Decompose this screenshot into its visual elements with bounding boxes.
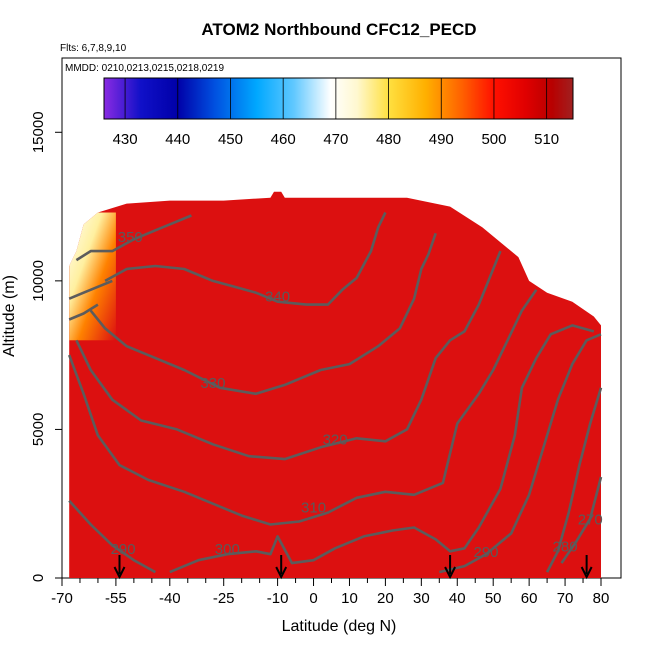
colorbar-tick-label: 440 [165,131,190,148]
x-tick-label: -55 [105,590,127,607]
x-axis: -70 -55 -40 -25 -10 0 10 20 30 40 50 60 70 80 [51,578,609,607]
contour-line [104,211,387,306]
x-tick-label: -10 [267,590,289,607]
colorbar-gradient [103,77,574,120]
high-value-region [69,212,116,341]
contour-label: 290 [473,544,498,561]
field-envelope [69,191,601,578]
chart-title: ATOM2 Northbound CFC12_PECD [201,20,476,39]
x-tick-label: 10 [341,590,358,607]
contour-label: 340 [265,289,290,306]
x-tick-label: 30 [413,590,430,607]
contour-line [67,289,538,526]
x-tick-label: 40 [449,590,466,607]
y-axis-label: Altitude (m) [1,275,18,357]
colorbar-tick-label: 430 [113,131,138,148]
flight-marker-arrow [444,555,456,580]
flight-marker-arrow [113,555,126,580]
y-axis: 0 5000 10000 15000 [30,111,62,582]
x-tick-label: 50 [485,590,502,607]
data-field [69,191,601,578]
contour-label: 320 [323,431,348,448]
x-tick-label: -25 [213,590,235,607]
flight-marker-arrow [580,555,593,580]
x-tick-label: 80 [593,590,610,607]
colorbar-tick-label: 500 [481,131,506,148]
contour-line [89,232,437,396]
flight-markers [113,555,593,580]
contour-line [68,499,157,574]
contour-label: 310 [301,500,326,517]
contour-label: 350 [118,229,143,246]
contour-line [545,387,603,573]
colorbar-tick-label: 490 [429,131,454,148]
y-tick-label: 15000 [30,111,47,153]
flights-label: Flts: 6,7,8,9,10 [60,43,127,54]
x-tick-label: -40 [159,590,181,607]
contour-label: 280 [553,538,578,555]
contour-line [438,333,602,574]
y-tick-label: 0 [30,574,47,582]
colorbar-tick-label: 450 [218,131,243,148]
colorbar: 430 440 450 460 470 480 490 500 510 [103,77,574,148]
colorbar-tick-label: 470 [323,131,348,148]
contour-label: 330 [200,375,225,392]
contour-line [68,303,99,321]
x-tick-label: 70 [557,590,574,607]
x-tick-label: 0 [309,590,317,607]
colorbar-tick-label: 480 [376,131,401,148]
dates-label: MMDD: 0210,0213,0215,0218,0219 [65,63,224,74]
x-tick-label: -70 [51,590,73,607]
contour-line [169,324,595,574]
y-tick-label: 10000 [30,260,47,302]
colorbar-tick-label: 510 [534,131,559,148]
y-tick-label: 5000 [30,413,47,446]
contour-label: 270 [578,512,603,529]
contour-line [68,279,113,300]
x-tick-label: 20 [377,590,394,607]
contour-line [75,250,502,461]
x-axis-label: Latitude (deg N) [282,618,397,635]
flight-marker-arrow [275,555,288,580]
contour-line [75,214,192,262]
contour-label: 300 [215,541,240,558]
contour-line [560,476,603,564]
x-tick-label: 60 [521,590,538,607]
colorbar-tick-label: 460 [271,131,296,148]
contour-label: 290 [111,541,136,558]
